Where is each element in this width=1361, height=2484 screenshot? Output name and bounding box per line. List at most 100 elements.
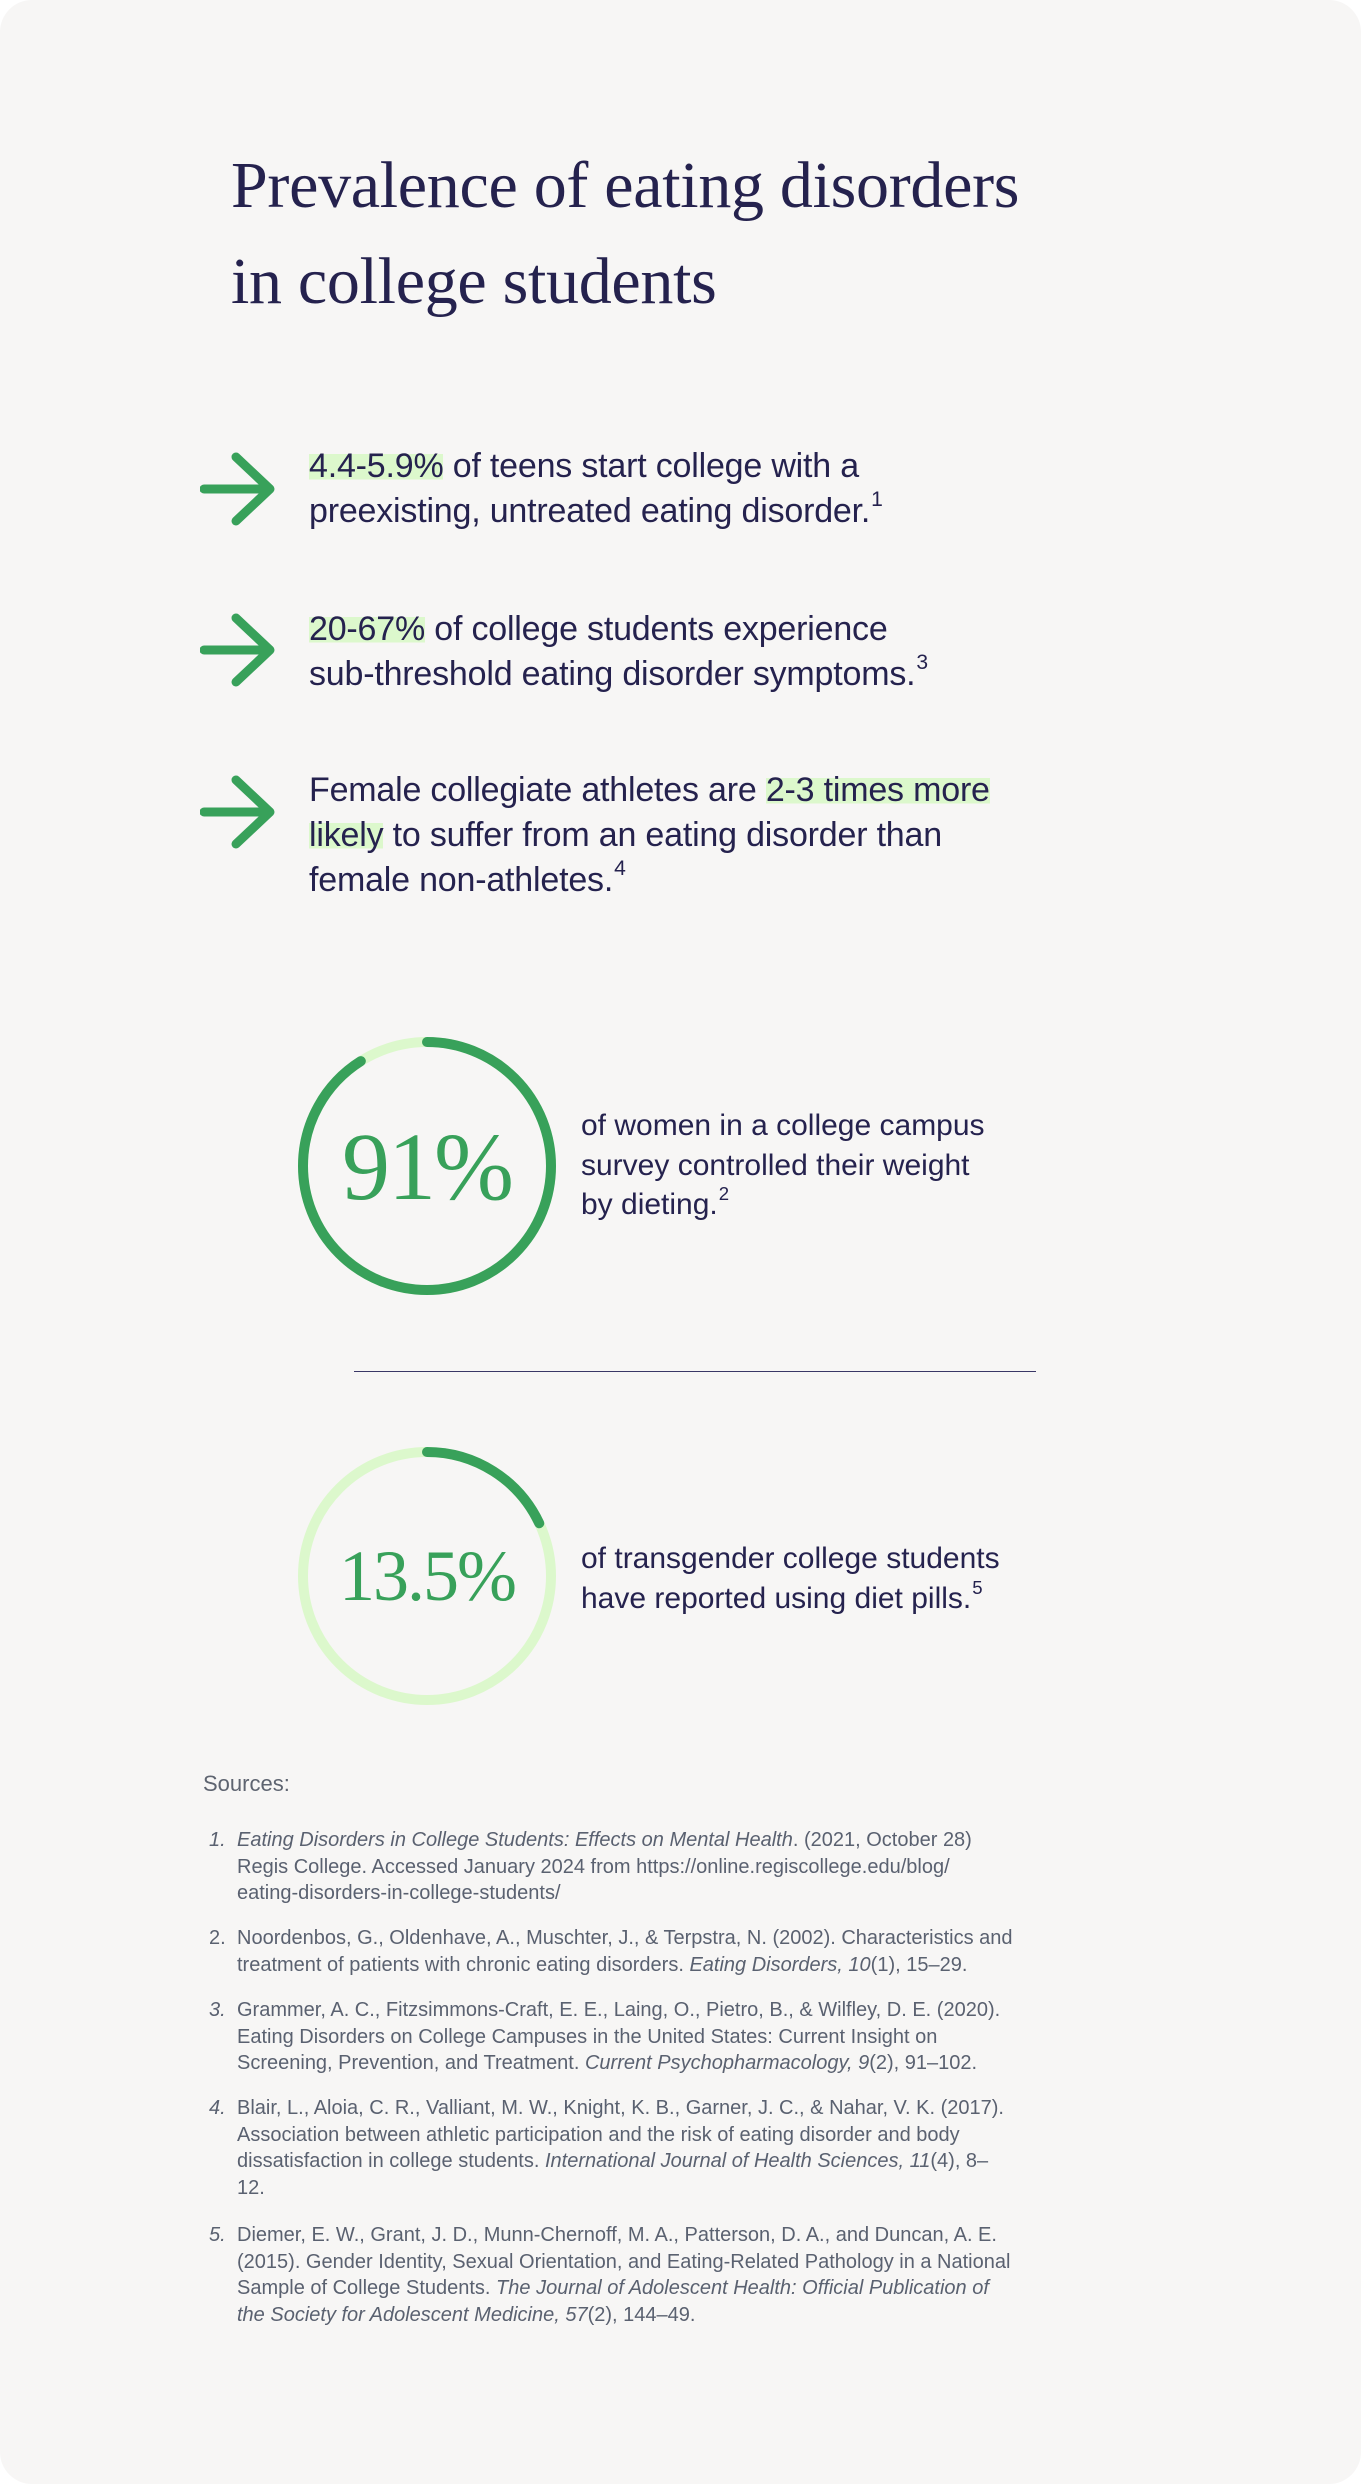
text-line: of transgender college students bbox=[581, 1539, 1081, 1579]
arrow-right-icon bbox=[199, 451, 276, 527]
highlighted-stat: 2-3 times more bbox=[765, 771, 990, 809]
source-citation: Blair, L., Aloia, C. R., Valliant, M. W.… bbox=[237, 2095, 1167, 2201]
text-run: Eating Disorders on College Campuses in … bbox=[237, 2025, 938, 2048]
source-number: 2. bbox=[209, 1927, 226, 1949]
text-line: sub-threshold eating disorder symptoms.3 bbox=[309, 652, 1209, 697]
text-run: eating-disorders-in-college-students/ bbox=[237, 1882, 561, 1904]
text-run: Noordenbos, G., Oldenhave, A., Muschter,… bbox=[237, 1927, 1013, 1949]
text-run: Current Psychopharmacology, 9 bbox=[584, 2052, 870, 2074]
text-run: preexisting, untreated eating disorder. bbox=[309, 492, 871, 530]
text-line: female non-athletes.4 bbox=[309, 858, 1209, 903]
source-number: 3. bbox=[209, 1999, 226, 2021]
text-run: have reported using diet pills. bbox=[581, 1581, 972, 1615]
ring-chart-icon bbox=[298, 1037, 556, 1295]
text-line: Regis College. Accessed January 2024 fro… bbox=[237, 1854, 1167, 1881]
text-line: by dieting.2 bbox=[581, 1183, 1081, 1225]
text-run: (2), 91–102. bbox=[869, 2052, 978, 2074]
footnote-ref: 2 bbox=[718, 1183, 730, 1205]
text-line: Noordenbos, G., Oldenhave, A., Muschter,… bbox=[237, 1925, 1167, 1952]
text-line: Eating Disorders on College Campuses in … bbox=[237, 2024, 1167, 2051]
stat-value: 91% bbox=[342, 1112, 514, 1220]
bullet-text: 20-67% of college students experience sub… bbox=[309, 607, 1209, 697]
text-run: Screening, Prevention, and Treatment. bbox=[237, 2052, 585, 2074]
sources-heading: Sources: bbox=[203, 1771, 290, 1796]
text-run: survey controlled their weight bbox=[581, 1148, 970, 1182]
text-line: treatment of patients with chronic eatin… bbox=[237, 1952, 1167, 1979]
text-line: preexisting, untreated eating disorder.1 bbox=[309, 489, 1209, 534]
text-run: Diemer, E. W., Grant, J. D., Munn-Cherno… bbox=[237, 2224, 997, 2246]
footnote-ref: 1 bbox=[871, 488, 883, 512]
text-line: 20-67% of college students experience bbox=[309, 607, 1209, 652]
text-run: of women in a college campus bbox=[581, 1109, 985, 1142]
text-line: Sample of College Students. The Journal … bbox=[237, 2275, 1167, 2302]
highlighted-stat: 4.4-5.9% bbox=[309, 447, 444, 485]
text-run: the Society for Adolescent Medicine, 57 bbox=[237, 2303, 588, 2326]
stat-description: of women in a college campus survey contr… bbox=[581, 1106, 1081, 1225]
ring-chart-icon bbox=[298, 1447, 556, 1705]
text-run: Regis College. Accessed January 2024 fro… bbox=[237, 1855, 950, 1878]
arrow-right-icon bbox=[199, 612, 276, 688]
text-run: (2), 144–49. bbox=[587, 2303, 696, 2326]
text-line: the Society for Adolescent Medicine, 57(… bbox=[237, 2302, 1167, 2329]
source-number: 1. bbox=[209, 1829, 226, 1851]
stat-description: of transgender college students have repo… bbox=[581, 1539, 1081, 1618]
text-run: 12. bbox=[237, 2176, 265, 2199]
footnote-ref: 5 bbox=[972, 1576, 983, 1598]
source-citation: Eating Disorders in College Students: Ef… bbox=[237, 1827, 1167, 1907]
highlighted-stat: likely bbox=[309, 816, 384, 854]
text-line: Female collegiate athletes are 2-3 times… bbox=[309, 768, 1209, 813]
text-line: Eating Disorders in College Students: Ef… bbox=[237, 1827, 1167, 1854]
text-run: of college students experience bbox=[425, 610, 888, 648]
text-line: 4.4-5.9% of teens start college with a bbox=[309, 444, 1209, 489]
text-run: of teens start college with a bbox=[443, 447, 859, 485]
footnote-ref: 4 bbox=[614, 857, 626, 881]
bullet-text: Female collegiate athletes are 2-3 times… bbox=[309, 768, 1209, 903]
text-line: eating-disorders-in-college-students/ bbox=[237, 1880, 1167, 1907]
text-run: Eating Disorders, 10 bbox=[689, 1953, 871, 1976]
text-line: 12. bbox=[237, 2175, 1167, 2202]
text-run: Blair, L., Aloia, C. R., Valliant, M. W.… bbox=[237, 2097, 1004, 2119]
text-line: Blair, L., Aloia, C. R., Valliant, M. W.… bbox=[237, 2095, 1167, 2122]
text-line: Diemer, E. W., Grant, J. D., Munn-Cherno… bbox=[237, 2222, 1167, 2249]
progress-ring: 91% bbox=[297, 1036, 557, 1296]
text-run: (1), 15–29. bbox=[870, 1953, 968, 1976]
text-line: have reported using diet pills.5 bbox=[581, 1576, 1081, 1619]
text-run: Sample of College Students. bbox=[237, 2277, 497, 2299]
text-run: Association between athletic participati… bbox=[237, 2123, 960, 2146]
text-run: to suffer from an eating disorder than bbox=[383, 816, 943, 854]
text-run: by dieting. bbox=[581, 1188, 718, 1221]
progress-ring: 13.5% bbox=[297, 1446, 557, 1706]
source-citation: Grammer, A. C., Fitzsimmons-Craft, E. E.… bbox=[237, 1997, 1167, 2077]
text-run: female non-athletes. bbox=[309, 861, 614, 899]
text-run: Eating Disorders in College Students: Ef… bbox=[237, 1829, 793, 1851]
text-line: survey controlled their weight bbox=[581, 1146, 1081, 1186]
text-line: of women in a college campus bbox=[581, 1106, 1081, 1146]
divider bbox=[354, 1371, 1036, 1372]
text-run: . (2021, October 28) bbox=[792, 1829, 972, 1851]
source-citation: Noordenbos, G., Oldenhave, A., Muschter,… bbox=[237, 1925, 1167, 1978]
text-line: Grammer, A. C., Fitzsimmons-Craft, E. E.… bbox=[237, 1997, 1167, 2024]
source-citation: Diemer, E. W., Grant, J. D., Munn-Cherno… bbox=[237, 2222, 1167, 2328]
text-line: (2015). Gender Identity, Sexual Orientat… bbox=[237, 2249, 1167, 2276]
text-line: Association between athletic participati… bbox=[237, 2122, 1167, 2149]
text-line: likely to suffer from an eating disorder… bbox=[309, 813, 1209, 858]
arrow-right-icon bbox=[199, 774, 276, 850]
text-line: dissatisfaction in college students. Int… bbox=[237, 2148, 1167, 2175]
stat-value: 13.5% bbox=[339, 1535, 517, 1616]
text-run: sub-threshold eating disorder symptoms. bbox=[309, 655, 916, 693]
text-run: Female collegiate athletes are bbox=[309, 771, 766, 809]
text-run: (2015). Gender Identity, Sexual Orientat… bbox=[237, 2250, 1011, 2273]
source-number: 5. bbox=[209, 2224, 226, 2246]
title-line: in college students bbox=[231, 245, 717, 318]
title-line: Prevalence of eating disorders bbox=[231, 149, 1020, 222]
text-run: (4), 8– bbox=[930, 2150, 989, 2172]
bullet-text: 4.4-5.9% of teens start college with a pr… bbox=[309, 444, 1209, 534]
page-title: Prevalence of eating disorders in colleg… bbox=[231, 138, 1231, 330]
text-run: of transgender college students bbox=[581, 1542, 1000, 1575]
source-number: 4. bbox=[209, 2097, 226, 2119]
highlighted-stat: 20-67% bbox=[309, 610, 425, 648]
footnote-ref: 3 bbox=[916, 651, 928, 675]
text-run: treatment of patients with chronic eatin… bbox=[237, 1953, 690, 1976]
text-line: Screening, Prevention, and Treatment. Cu… bbox=[237, 2050, 1167, 2077]
